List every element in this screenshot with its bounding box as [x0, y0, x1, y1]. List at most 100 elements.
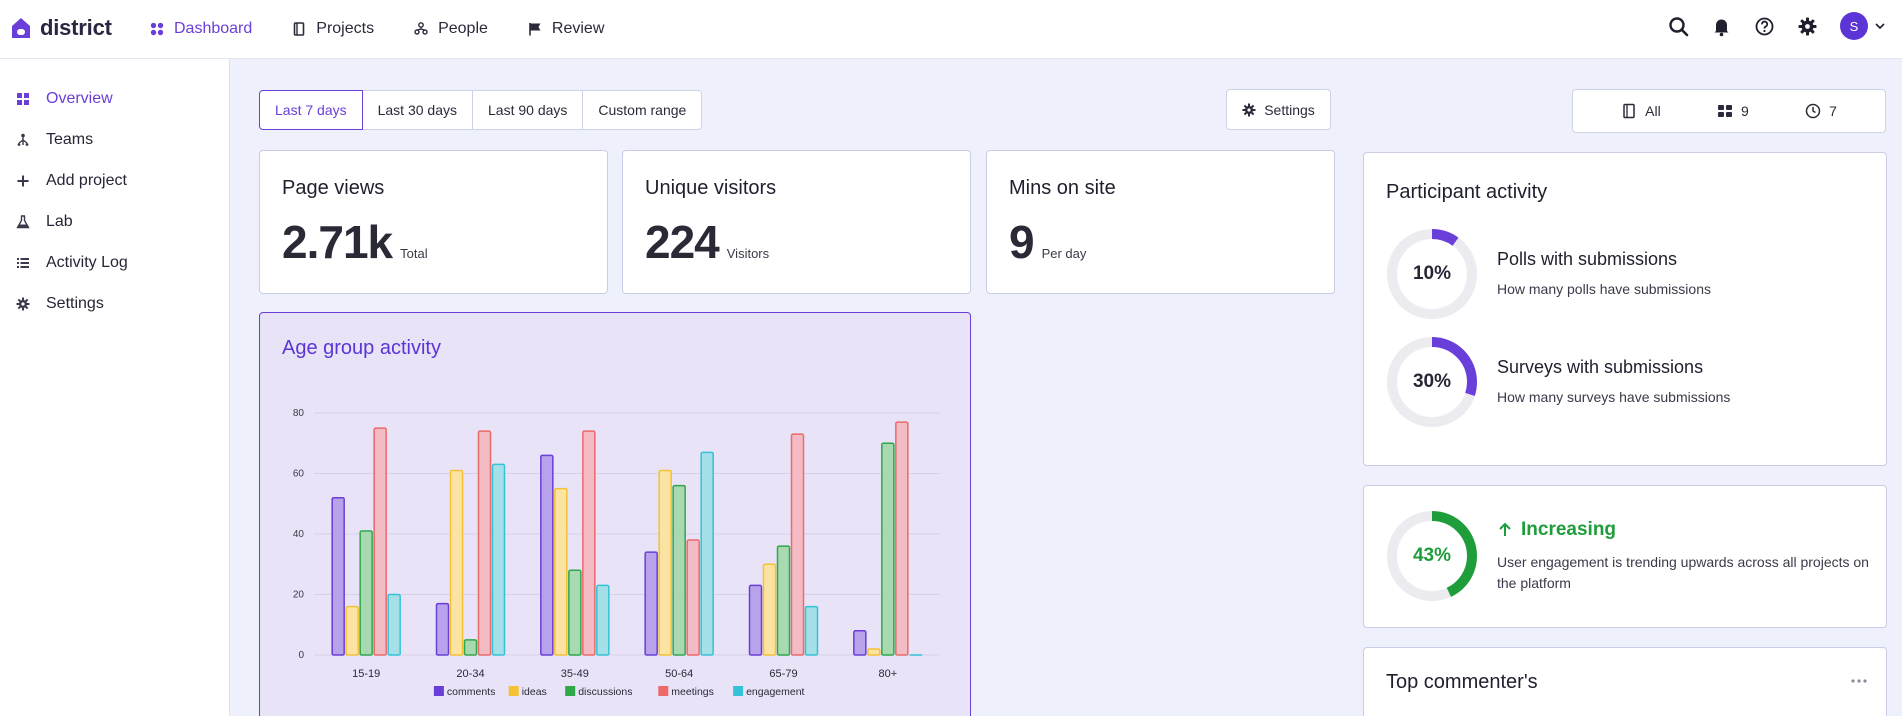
- engagement-percent: 43%: [1412, 545, 1452, 566]
- bar-comments-35-49[interactable]: [540, 454, 554, 656]
- legend-swatch: [565, 686, 576, 696]
- logo-house-icon: [12, 18, 30, 38]
- donut-progress-arc: [1387, 511, 1477, 601]
- app-logo[interactable]: district: [10, 15, 112, 41]
- legend-item-ideas[interactable]: ideas: [508, 686, 547, 698]
- bar-engagement-15-19[interactable]: [387, 593, 401, 656]
- bar-meetings-50-64[interactable]: [686, 539, 700, 656]
- legend-label: meetings: [671, 686, 714, 698]
- bar-engagement-20-34[interactable]: [491, 463, 506, 656]
- bar-ideas-15-19[interactable]: [345, 605, 359, 656]
- age-group-chart-card: Age group activity 0 20 40 60 80 15-19 20-34 35…: [259, 312, 971, 716]
- bar-discussions-20-34[interactable]: [463, 639, 478, 656]
- participant-activity-card: Participant activity 10% Polls with subm…: [1363, 152, 1887, 466]
- stat-card-page-views: Page views 2.71k Total: [259, 150, 608, 294]
- stat-unit: Total: [400, 246, 428, 261]
- x-tick-label: 80+: [878, 668, 897, 680]
- legend-item-meetings[interactable]: meetings: [658, 686, 714, 698]
- stat-unit: Visitors: [726, 246, 770, 261]
- bar-comments-15-19[interactable]: [331, 496, 345, 656]
- surveys-percent: 30%: [1412, 371, 1452, 392]
- settings-button[interactable]: Settings: [1226, 89, 1331, 130]
- sidebar-item-add-project[interactable]: Add project: [16, 172, 127, 190]
- nav-people[interactable]: People: [414, 20, 488, 38]
- flask-icon: [16, 215, 30, 229]
- filter-grid[interactable]: 9: [1717, 103, 1749, 119]
- bar-meetings-65-79[interactable]: [790, 433, 805, 656]
- donut-progress-arc: [1387, 337, 1477, 427]
- bar-comments-50-64[interactable]: [644, 551, 658, 656]
- range-last-90-days[interactable]: Last 90 days: [472, 90, 584, 130]
- sidebar-item-label: Lab: [46, 213, 73, 230]
- stat-card-unique-visitors: Unique visitors 224 Visitors: [622, 150, 971, 294]
- engagement-card: 43% Increasing User engagement is trendi…: [1363, 485, 1887, 628]
- range-last-7-days[interactable]: Last 7 days: [259, 90, 363, 130]
- filter-grid-count: 9: [1740, 103, 1749, 119]
- bar-discussions-35-49[interactable]: [568, 569, 582, 656]
- sidebar-item-lab[interactable]: Lab: [16, 213, 73, 231]
- bar-comments-65-79[interactable]: [748, 584, 763, 656]
- y-tick-label: 80: [293, 408, 305, 419]
- legend-item-discussions[interactable]: discussions: [565, 686, 632, 698]
- bar-ideas-35-49[interactable]: [554, 487, 568, 656]
- bar-engagement-35-49[interactable]: [596, 584, 610, 656]
- sidebar-item-teams[interactable]: Teams: [16, 131, 93, 149]
- legend-swatch: [733, 686, 744, 696]
- x-tick-label: 35-49: [561, 668, 589, 680]
- bar-ideas-65-79[interactable]: [762, 563, 777, 656]
- legend-item-engagement[interactable]: engagement: [733, 686, 805, 698]
- user-menu[interactable]: S: [1840, 12, 1886, 40]
- more-options-icon[interactable]: [1850, 678, 1868, 684]
- bar-comments-20-34[interactable]: [435, 602, 450, 656]
- sidebar-item-activity-log[interactable]: Activity Log: [16, 254, 128, 272]
- sidebar-item-label: Settings: [46, 295, 104, 312]
- bar-meetings-80+[interactable]: [895, 421, 909, 656]
- plus-icon: [17, 175, 29, 187]
- x-tick-label: 50-64: [665, 668, 693, 680]
- chart-title: Age group activity: [282, 337, 441, 359]
- engagement-trend-label: Increasing: [1521, 519, 1617, 540]
- bar-discussions-65-79[interactable]: [776, 545, 791, 656]
- sidebar-item-label: Overview: [46, 90, 113, 107]
- bar-ideas-20-34[interactable]: [449, 469, 464, 656]
- donut-progress-arc: [1387, 229, 1477, 319]
- bar-ideas-80+[interactable]: [867, 648, 881, 656]
- bar-meetings-35-49[interactable]: [582, 430, 596, 656]
- bar-discussions-80+[interactable]: [881, 442, 895, 656]
- search-icon[interactable]: [1668, 16, 1689, 37]
- people-icon: [414, 22, 428, 35]
- bell-icon[interactable]: [1711, 16, 1732, 37]
- sidebar-item-overview[interactable]: Overview: [16, 90, 113, 108]
- legend-item-comments[interactable]: comments: [433, 686, 495, 698]
- filter-recent[interactable]: 7: [1805, 103, 1837, 119]
- engagement-trend: Increasing: [1497, 519, 1616, 541]
- participant-activity-title: Participant activity: [1386, 181, 1548, 203]
- sidebar-item-label: Teams: [46, 131, 94, 148]
- sidebar-item-settings[interactable]: Settings: [16, 295, 104, 313]
- flag-icon: [529, 23, 541, 36]
- settings-button-label: Settings: [1264, 101, 1315, 118]
- nav-review[interactable]: Review: [528, 20, 604, 38]
- bar-comments-80+[interactable]: [853, 630, 867, 656]
- x-tick-label: 65-79: [769, 668, 797, 680]
- bar-discussions-50-64[interactable]: [672, 484, 686, 656]
- bar-discussions-15-19[interactable]: [359, 530, 373, 656]
- filter-group: All 9 7: [1572, 89, 1886, 133]
- bar-engagement-65-79[interactable]: [804, 605, 819, 656]
- bar-meetings-15-19[interactable]: [373, 427, 387, 656]
- chevron-down-icon: [1875, 23, 1885, 30]
- nav-dashboard[interactable]: Dashboard: [150, 20, 252, 38]
- filter-all-label: All: [1645, 103, 1661, 119]
- nav-projects[interactable]: Projects: [292, 20, 374, 38]
- bar-ideas-50-64[interactable]: [658, 469, 672, 656]
- legend-label: discussions: [578, 686, 632, 698]
- filter-all[interactable]: All: [1621, 103, 1661, 119]
- range-last-30-days[interactable]: Last 30 days: [361, 90, 473, 130]
- gear-icon[interactable]: [1797, 16, 1818, 37]
- document-icon: [293, 22, 305, 36]
- help-icon[interactable]: [1754, 16, 1775, 37]
- bar-meetings-20-34[interactable]: [477, 430, 492, 656]
- range-custom[interactable]: Custom range: [582, 90, 703, 130]
- clock-icon: [1805, 103, 1821, 119]
- bar-engagement-50-64[interactable]: [700, 451, 714, 656]
